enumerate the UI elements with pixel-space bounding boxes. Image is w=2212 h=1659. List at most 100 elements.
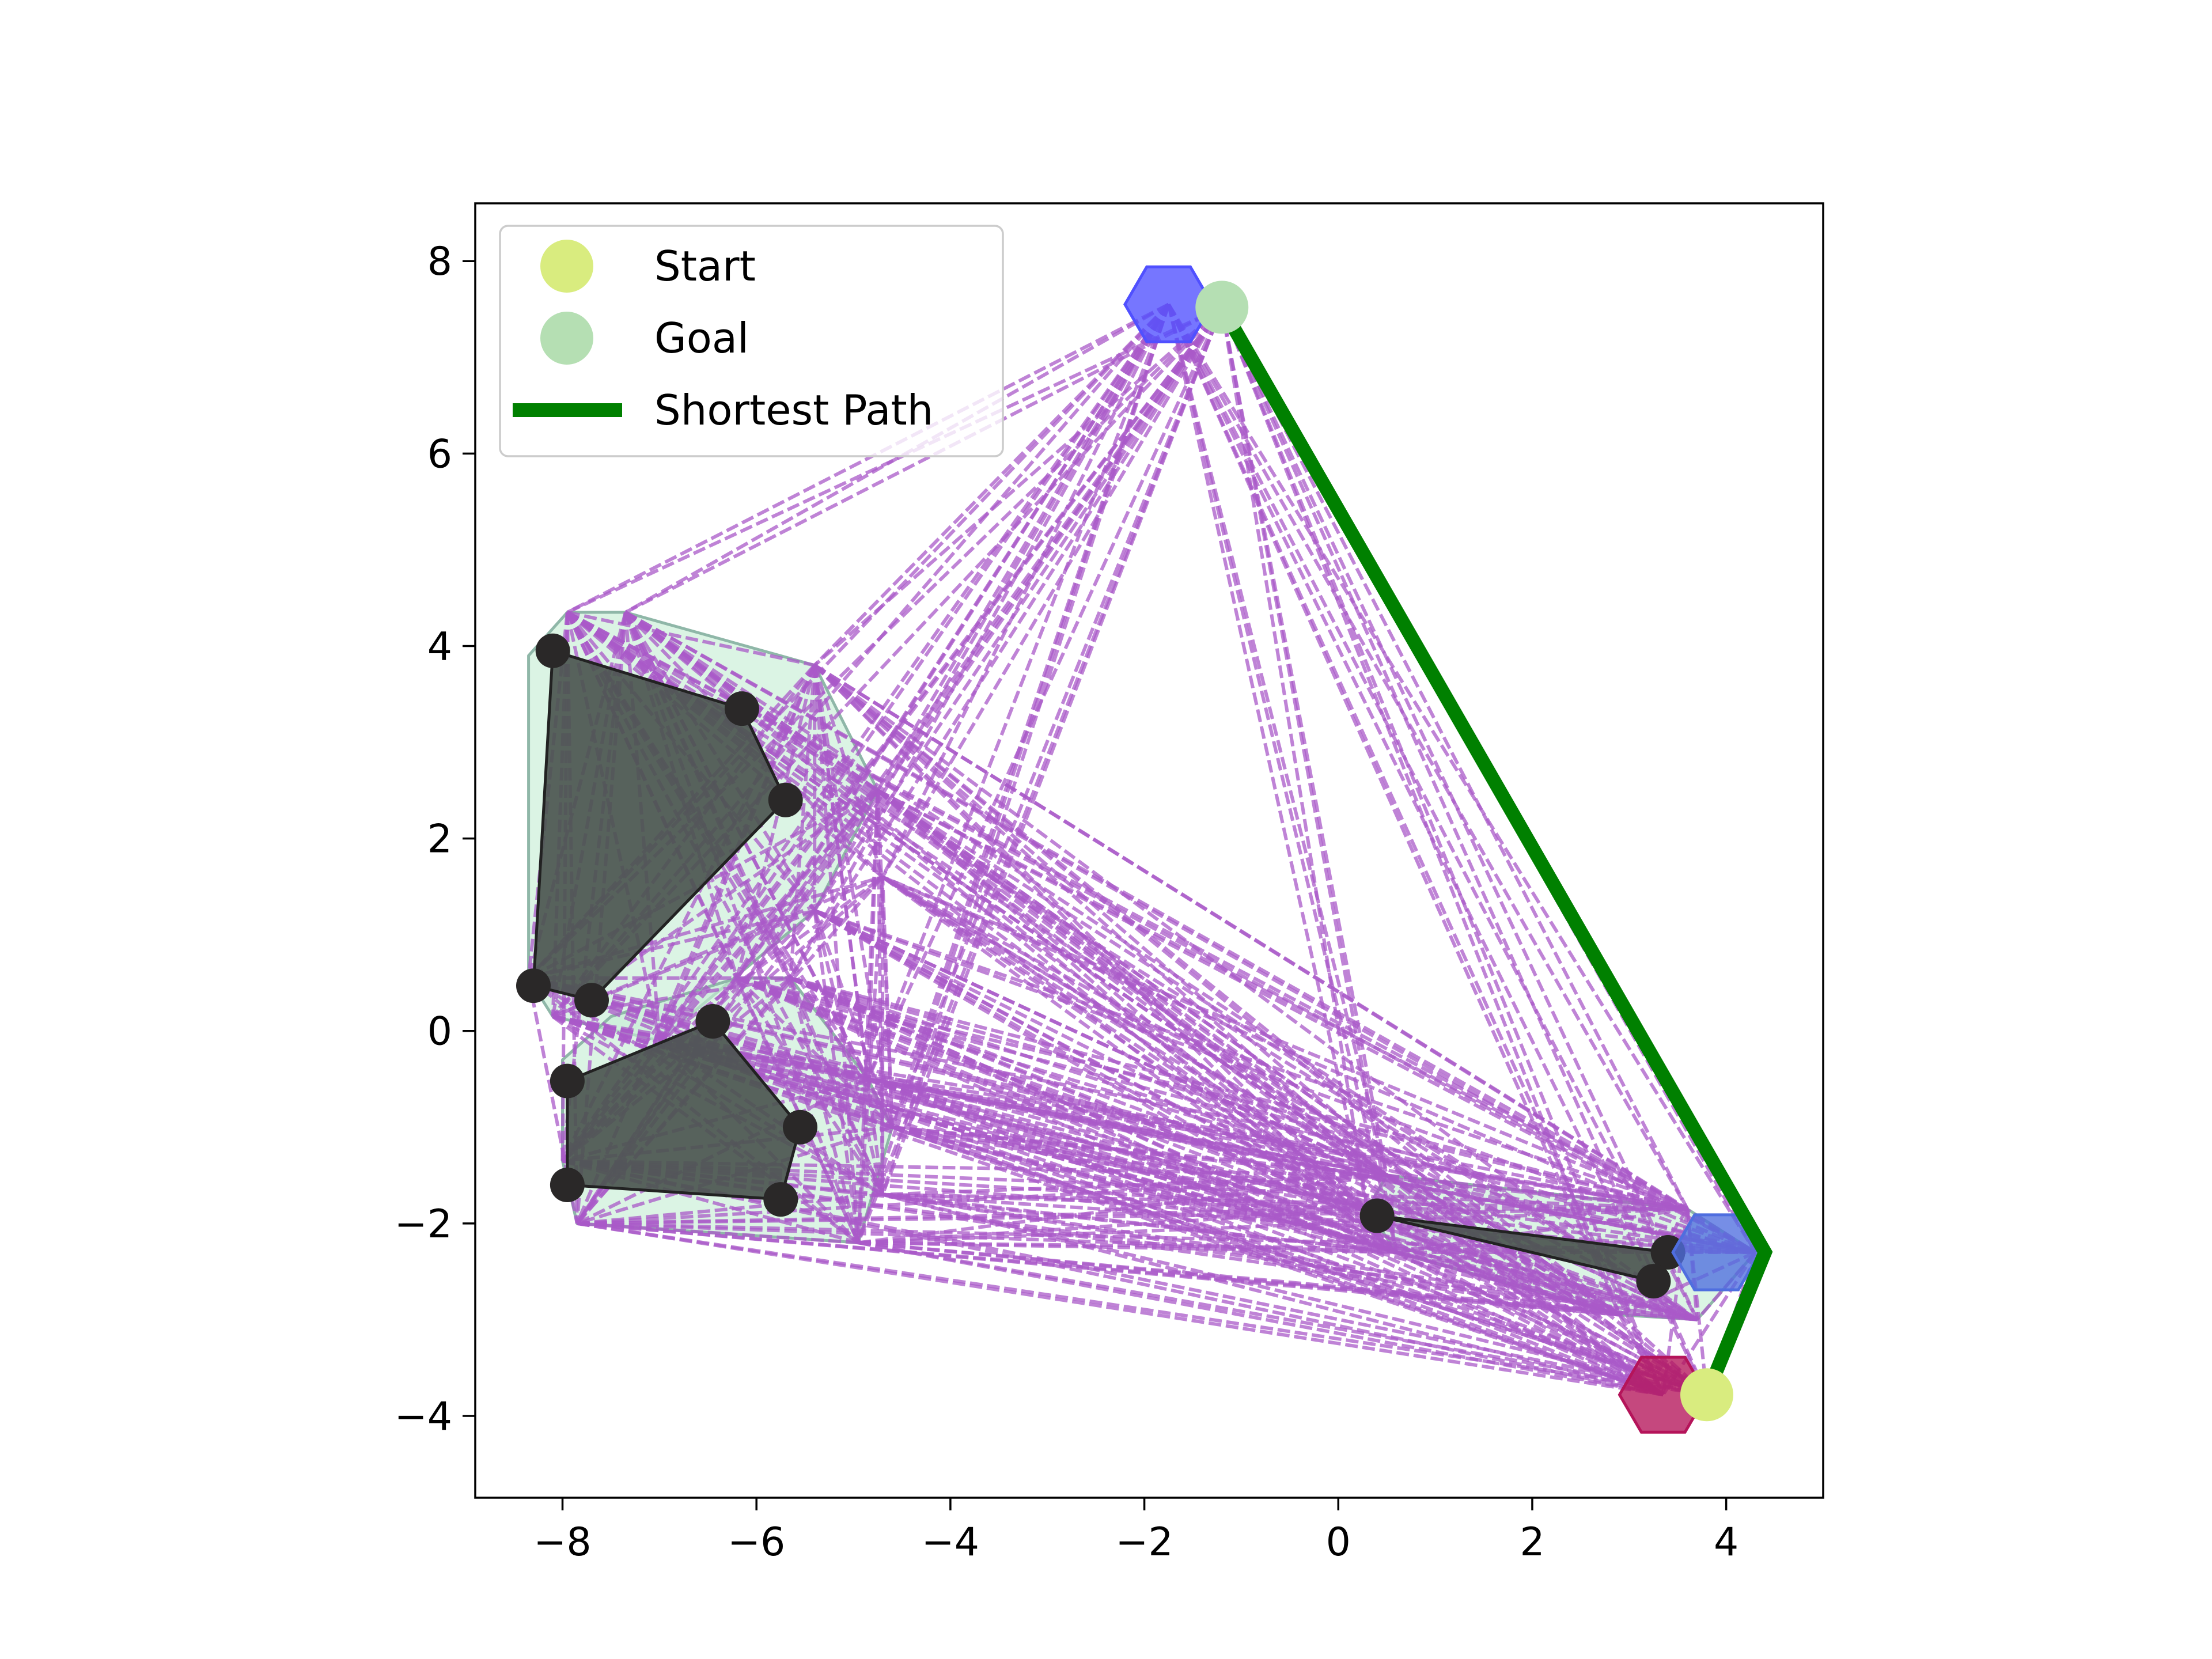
x-axis: −8 −6 −4 −2 0 2 4	[533, 1498, 1738, 1565]
graph-edge-112	[813, 664, 1756, 1254]
graph-edge-329	[881, 875, 1664, 1396]
graph-edge-294	[1396, 1207, 1688, 1254]
graph-edge-299	[881, 875, 1688, 1211]
graph-edge-52	[567, 611, 815, 667]
graph-edge-25	[881, 306, 1224, 878]
graph-edge-257	[858, 1241, 1397, 1254]
graph-edge-319	[1395, 1251, 1664, 1396]
obstacle-0-vertex-2	[768, 782, 803, 817]
graph-edge-22	[1220, 306, 1709, 1396]
y-tick-label-5: 6	[427, 431, 452, 477]
shortest-path-line	[1215, 304, 1773, 1397]
y-tick-label-1: −2	[395, 1202, 452, 1247]
y-tick-label-0: −4	[395, 1394, 452, 1440]
graph-edge-91	[624, 611, 1698, 1321]
graph-edge-309	[1366, 1207, 1698, 1321]
shortest-path-layer	[1215, 304, 1773, 1397]
robot-hexagon-0	[1123, 265, 1214, 343]
graph-edge-289	[1385, 1173, 1665, 1396]
graph-edge-242	[892, 1125, 1756, 1254]
x-tick-label-4: 0	[1326, 1520, 1351, 1565]
graph-edge-298	[882, 1192, 1688, 1211]
graph-edge-258	[858, 1207, 1368, 1245]
graph-edge-168	[658, 875, 884, 1042]
graph-edge-16	[1220, 306, 1689, 1210]
graph-edge-109	[560, 664, 816, 1162]
x-tick-label-1: −6	[728, 1520, 785, 1565]
graph-edge-150	[813, 909, 1620, 1317]
legend-path-label: Shortest Path	[654, 386, 933, 434]
graph-edge-247	[891, 1125, 1707, 1397]
obstacle-1	[566, 1019, 802, 1201]
graph-edge-316	[882, 1192, 1620, 1317]
graph-edge-306	[882, 1192, 1756, 1254]
graph-edge-120	[813, 664, 884, 878]
graph-edge-226	[789, 977, 884, 1195]
graph-edge-248	[891, 1125, 1664, 1397]
graph-edge-44	[1167, 304, 1699, 1321]
graph-edge-35	[789, 303, 1171, 979]
obstacle-0-vertex-4	[516, 968, 551, 1003]
obstacle-2-vertex-2	[1636, 1264, 1671, 1299]
graph-edge-30	[813, 303, 1171, 912]
graph-edge-204	[736, 976, 1388, 1177]
graph-edge-234	[867, 1077, 1397, 1254]
graph-edge-104	[789, 665, 817, 979]
graph-edge-46	[1166, 304, 1399, 1253]
legend-goal-label: Goal	[654, 314, 749, 362]
graph-edge-18	[1220, 306, 1699, 1321]
graph-edge-116	[813, 664, 1369, 1210]
obstacle-0-vertex-1	[724, 691, 759, 726]
robot-hexagon-1	[1618, 1355, 1709, 1434]
graph-edge-231	[868, 1077, 1756, 1254]
legend-goal-marker	[540, 312, 593, 365]
graph-edge-51	[881, 304, 1171, 878]
graph-edge-172	[551, 1015, 859, 1244]
graph-edge-42	[1167, 303, 1689, 1210]
graph-edge-323	[1366, 1207, 1664, 1396]
graph-edge-270	[577, 1221, 1664, 1397]
graph-edge-311	[881, 875, 1698, 1321]
endpoint-layer	[1195, 281, 1733, 1422]
obstacle-0-vertex-0	[535, 633, 570, 668]
y-tick-label-4: 4	[427, 624, 452, 669]
axes-frame	[474, 202, 1824, 1499]
graph-edge-312	[1396, 1251, 1620, 1317]
graph-edge-26	[566, 302, 1170, 614]
graph-edge-279	[562, 1159, 1368, 1211]
graph-edge-267	[577, 1221, 1397, 1254]
obstacle-layer	[516, 633, 1685, 1299]
graph-edge-149	[813, 909, 1698, 1321]
graph-edge-194	[528, 976, 1397, 1254]
y-axis: −4 −2 0 2 4 6 8	[395, 239, 475, 1440]
graph-edge-24	[881, 306, 1224, 1195]
graph-edge-9	[789, 306, 1224, 979]
obstacle-0-vertex-3	[574, 983, 609, 1018]
obstacle-1-vertex-4	[550, 1063, 585, 1099]
graph-edge-48	[1167, 304, 1709, 1396]
legend-start-marker	[540, 240, 593, 293]
graph-edge-249	[881, 877, 894, 1127]
graph-edge-27	[624, 302, 1170, 614]
graph-edge-28	[813, 303, 1170, 667]
graph-edge-324	[882, 1192, 1368, 1211]
graph-edge-113	[813, 664, 1698, 1321]
graph-edge-107	[813, 665, 860, 1243]
graph-edge-43	[1167, 303, 1757, 1253]
graph-edge-261	[857, 877, 885, 1243]
graph-edge-262	[577, 1173, 1387, 1225]
legend-start-label: Start	[654, 242, 756, 290]
start-marker	[1680, 1368, 1733, 1422]
graph-edge-217	[790, 976, 1388, 1177]
graph-edge-47	[1166, 304, 1369, 1210]
graph-edge-230	[868, 1077, 1688, 1211]
graph-edge-327	[881, 875, 1708, 1396]
x-tick-label-0: −8	[533, 1520, 591, 1565]
legend: Start Goal Shortest Path	[499, 225, 1004, 457]
obstacle-1-vertex-3	[550, 1168, 585, 1202]
x-tick-label-3: −2	[1115, 1520, 1173, 1565]
graph-edge-241	[892, 1125, 1688, 1211]
graph-edge-237	[867, 1077, 1664, 1396]
graph-edge-303	[1367, 1207, 1756, 1254]
